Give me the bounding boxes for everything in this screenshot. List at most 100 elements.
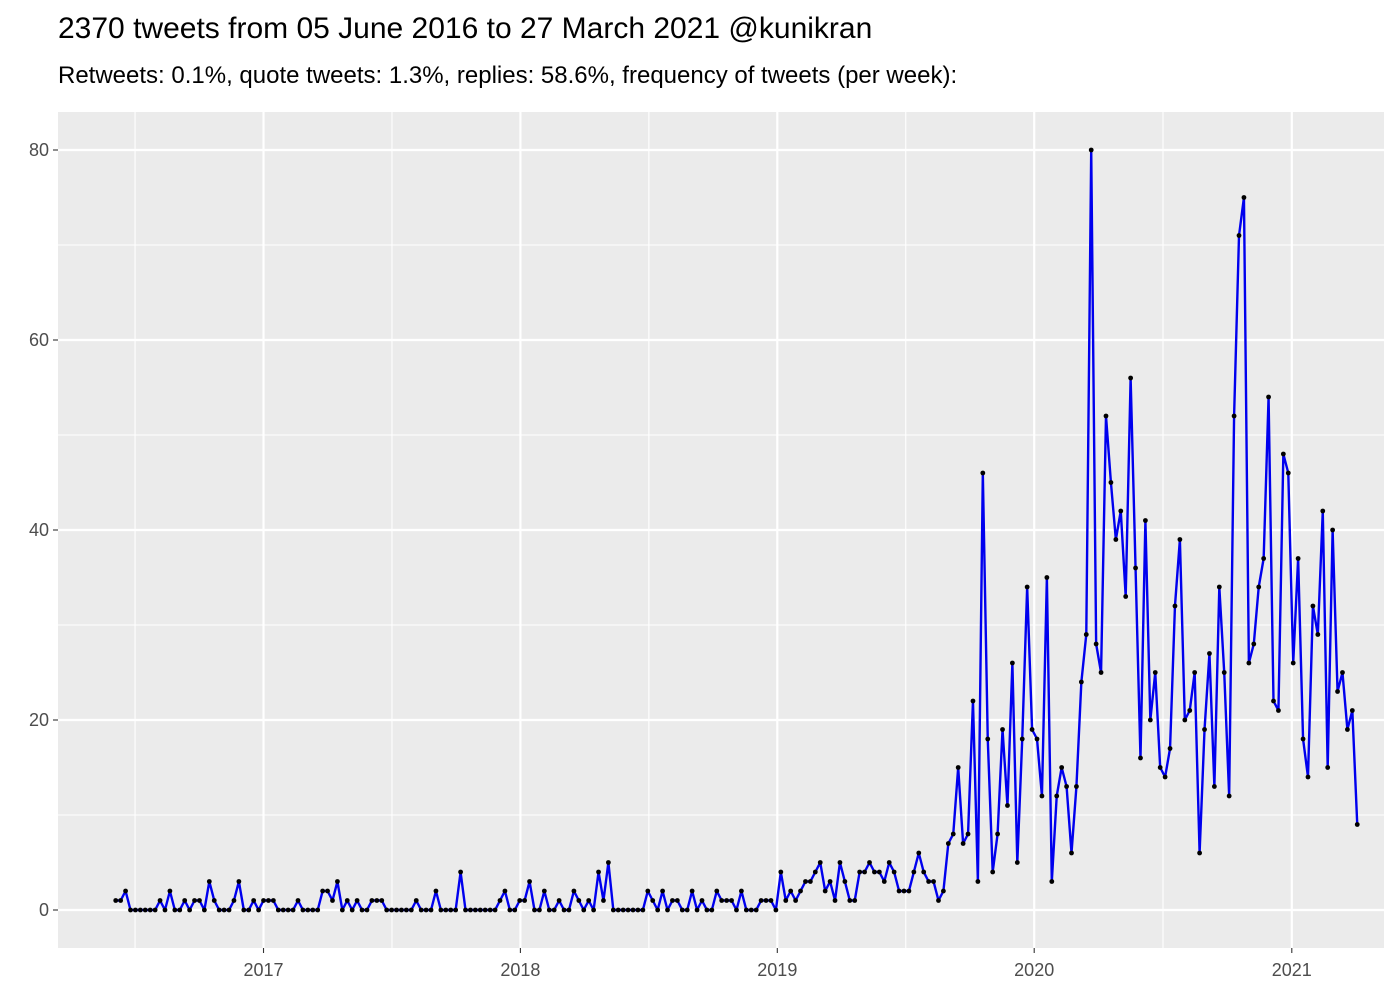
data-point xyxy=(502,888,508,894)
data-point xyxy=(280,907,286,913)
data-point xyxy=(975,879,981,884)
data-point xyxy=(758,898,764,903)
x-tick-label: 2018 xyxy=(500,960,540,980)
data-point xyxy=(433,888,439,894)
data-point xyxy=(699,898,705,903)
data-point xyxy=(1216,584,1222,590)
data-point xyxy=(364,907,370,913)
data-point xyxy=(960,841,966,846)
data-point xyxy=(379,898,385,903)
data-point xyxy=(354,898,360,903)
data-point xyxy=(1138,755,1143,761)
data-point xyxy=(408,907,414,913)
data-point xyxy=(936,898,941,903)
data-point xyxy=(1009,660,1015,666)
data-point xyxy=(566,907,572,913)
data-point xyxy=(1207,651,1212,656)
data-point xyxy=(1211,784,1217,789)
data-point xyxy=(369,898,375,903)
data-point xyxy=(1256,584,1262,590)
data-point xyxy=(827,879,833,884)
data-point xyxy=(1014,860,1020,865)
data-point xyxy=(231,898,237,903)
data-point xyxy=(182,898,188,903)
data-point xyxy=(694,907,700,913)
data-point xyxy=(615,907,621,913)
data-point xyxy=(300,907,306,913)
data-point xyxy=(1197,850,1202,856)
data-point xyxy=(142,907,148,913)
data-point xyxy=(605,860,611,865)
data-point xyxy=(177,907,183,913)
data-point xyxy=(630,907,636,913)
data-point xyxy=(133,907,138,913)
data-point xyxy=(507,907,513,913)
data-point xyxy=(1093,641,1099,647)
data-point xyxy=(1187,708,1193,713)
data-point xyxy=(1133,565,1138,571)
data-point xyxy=(1054,793,1060,799)
data-point xyxy=(1157,765,1163,770)
data-point xyxy=(655,907,661,913)
data-point xyxy=(876,869,882,875)
data-point xyxy=(206,879,212,884)
data-point xyxy=(1029,727,1035,732)
data-point xyxy=(852,898,858,903)
data-point xyxy=(349,907,355,913)
data-point xyxy=(261,898,266,903)
data-point xyxy=(1285,470,1291,476)
data-point xyxy=(1177,537,1183,542)
data-point xyxy=(906,888,912,894)
data-point xyxy=(1069,850,1074,856)
y-tick-label: 60 xyxy=(29,330,49,350)
data-point xyxy=(497,898,503,903)
data-point xyxy=(817,860,823,865)
data-point xyxy=(477,907,483,913)
y-tick-label: 40 xyxy=(29,520,49,540)
data-point xyxy=(1098,670,1104,675)
data-point xyxy=(374,898,380,903)
data-point xyxy=(448,907,454,913)
data-point xyxy=(320,888,326,894)
data-point xyxy=(330,898,335,903)
data-point xyxy=(192,898,197,903)
data-point xyxy=(798,888,803,894)
data-point xyxy=(172,907,178,913)
data-point xyxy=(310,907,316,913)
data-point xyxy=(236,879,242,884)
data-point xyxy=(684,907,690,913)
chart-title: 2370 tweets from 05 June 2016 to 27 Marc… xyxy=(58,12,873,45)
data-point xyxy=(325,888,330,894)
data-point xyxy=(1152,670,1158,675)
data-point xyxy=(788,888,794,894)
data-point xyxy=(541,888,547,894)
data-point xyxy=(344,898,350,903)
data-point xyxy=(443,907,449,913)
data-point xyxy=(1330,527,1336,533)
data-points xyxy=(113,147,1360,913)
data-point xyxy=(113,898,119,903)
data-point xyxy=(881,879,887,884)
data-point xyxy=(1162,774,1168,780)
data-point xyxy=(517,898,523,903)
data-point xyxy=(423,907,429,913)
data-point xyxy=(226,907,232,913)
data-point xyxy=(1143,518,1148,523)
data-point xyxy=(620,907,626,913)
data-point xyxy=(1261,556,1267,561)
data-point xyxy=(1019,736,1025,742)
data-point xyxy=(1064,784,1069,789)
data-point xyxy=(487,907,493,913)
data-point xyxy=(724,898,730,903)
data-point xyxy=(753,907,759,913)
data-point xyxy=(665,907,670,913)
data-point xyxy=(537,907,542,913)
data-point xyxy=(1192,670,1198,675)
data-point xyxy=(571,888,577,894)
data-point xyxy=(359,907,365,913)
data-point xyxy=(1034,736,1040,742)
x-tick-label: 2020 xyxy=(1014,960,1054,980)
data-point xyxy=(128,907,133,913)
data-point xyxy=(576,898,582,903)
data-point xyxy=(1128,375,1134,381)
